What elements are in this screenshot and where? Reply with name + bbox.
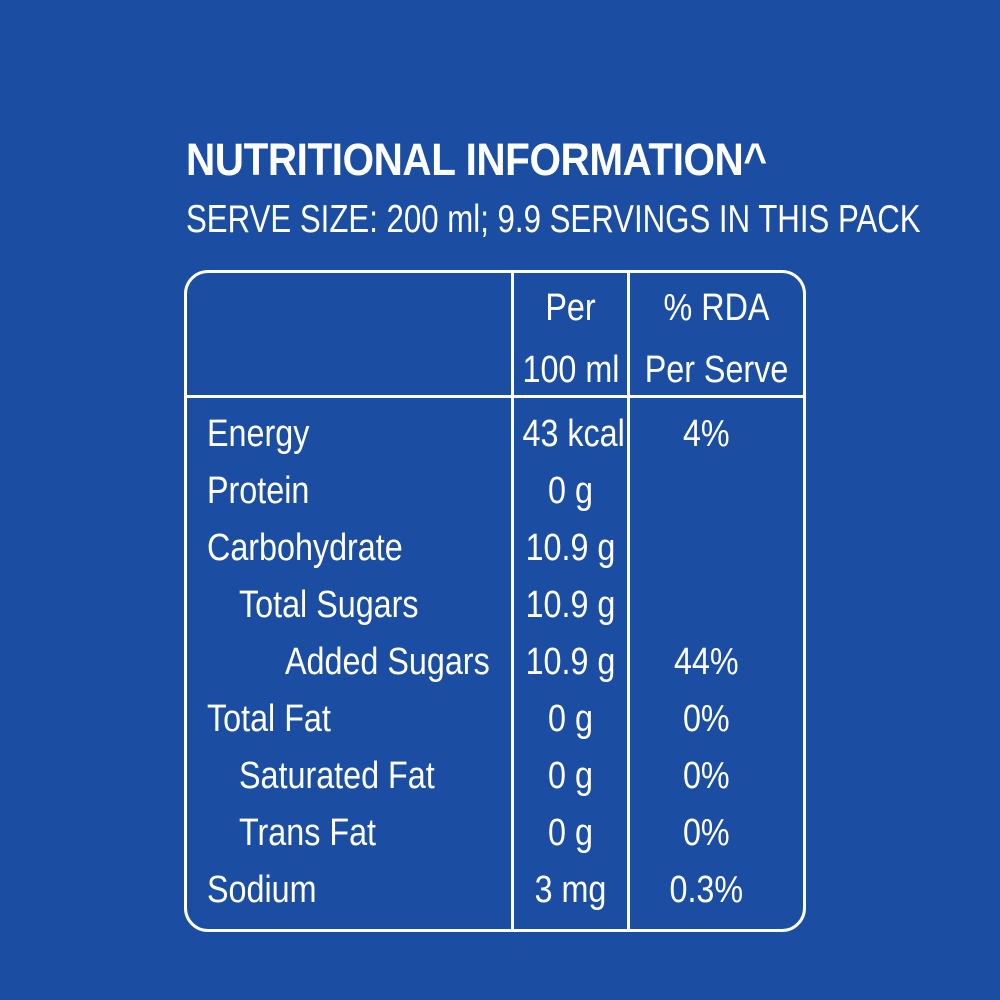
nutrient-value: 0 g [548, 755, 593, 797]
nutrient-name: Total Fat [207, 698, 331, 740]
nutrition-table: Per 100 ml % RDA Per Serve Energy 43 kca… [184, 270, 806, 932]
nutrient-rda: 0% [682, 698, 730, 740]
rda-header-line1: % RDA [663, 287, 770, 329]
table-row: Sodium 3 mg 0.3% [187, 862, 803, 919]
nutrient-rda: 0% [682, 812, 730, 854]
nutrient-name: Trans Fat [239, 812, 377, 854]
nutrition-title: NUTRITIONAL INFORMATION^ [186, 134, 767, 185]
table-row: Energy 43 kcal 4% [187, 406, 803, 463]
nutrient-rda: 4% [682, 413, 730, 455]
per-header-line2: 100 ml [522, 349, 620, 391]
serve-size-subtitle: SERVE SIZE: 200 ml; 9.9 SERVINGS IN THIS… [186, 198, 921, 241]
table-row: Saturated Fat 0 g 0% [187, 748, 803, 805]
nutrient-name: Carbohydrate [207, 527, 403, 569]
nutrient-value: 0 g [548, 812, 593, 854]
nutrient-rda: 44% [673, 641, 739, 683]
table-row: Total Sugars 10.9 g [187, 577, 803, 634]
nutrient-value: 3 mg [534, 869, 607, 911]
table-row: Trans Fat 0 g 0% [187, 805, 803, 862]
table-row: Added Sugars 10.9 g 44% [187, 634, 803, 691]
table-row: Total Fat 0 g 0% [187, 691, 803, 748]
rda-header-line2: Per Serve [644, 349, 789, 391]
nutrient-name: Sodium [207, 869, 317, 911]
table-row: Protein 0 g [187, 463, 803, 520]
nutrient-name: Added Sugars [285, 641, 490, 683]
nutrient-name: Protein [207, 470, 310, 512]
nutrient-name: Total Sugars [239, 584, 419, 626]
per-100ml-header: Per 100 ml [522, 277, 620, 401]
header-divider [187, 395, 803, 398]
nutrient-value: 10.9 g [525, 527, 616, 569]
nutrient-name: Energy [207, 413, 310, 455]
nutrient-value: 10.9 g [525, 641, 616, 683]
nutrient-rda: 0.3% [669, 869, 744, 911]
column-divider [511, 273, 514, 929]
nutrient-name: Saturated Fat [239, 755, 435, 797]
nutrient-value: 10.9 g [525, 584, 616, 626]
column-divider [627, 273, 630, 929]
per-header-line1: Per [545, 287, 596, 329]
table-row: Carbohydrate 10.9 g [187, 520, 803, 577]
rda-header: % RDA Per Serve [643, 277, 790, 401]
nutrient-value: 0 g [548, 698, 593, 740]
nutrient-value: 0 g [548, 470, 593, 512]
nutrient-value: 43 kcal [522, 413, 625, 455]
nutrient-rda: 0% [682, 755, 730, 797]
